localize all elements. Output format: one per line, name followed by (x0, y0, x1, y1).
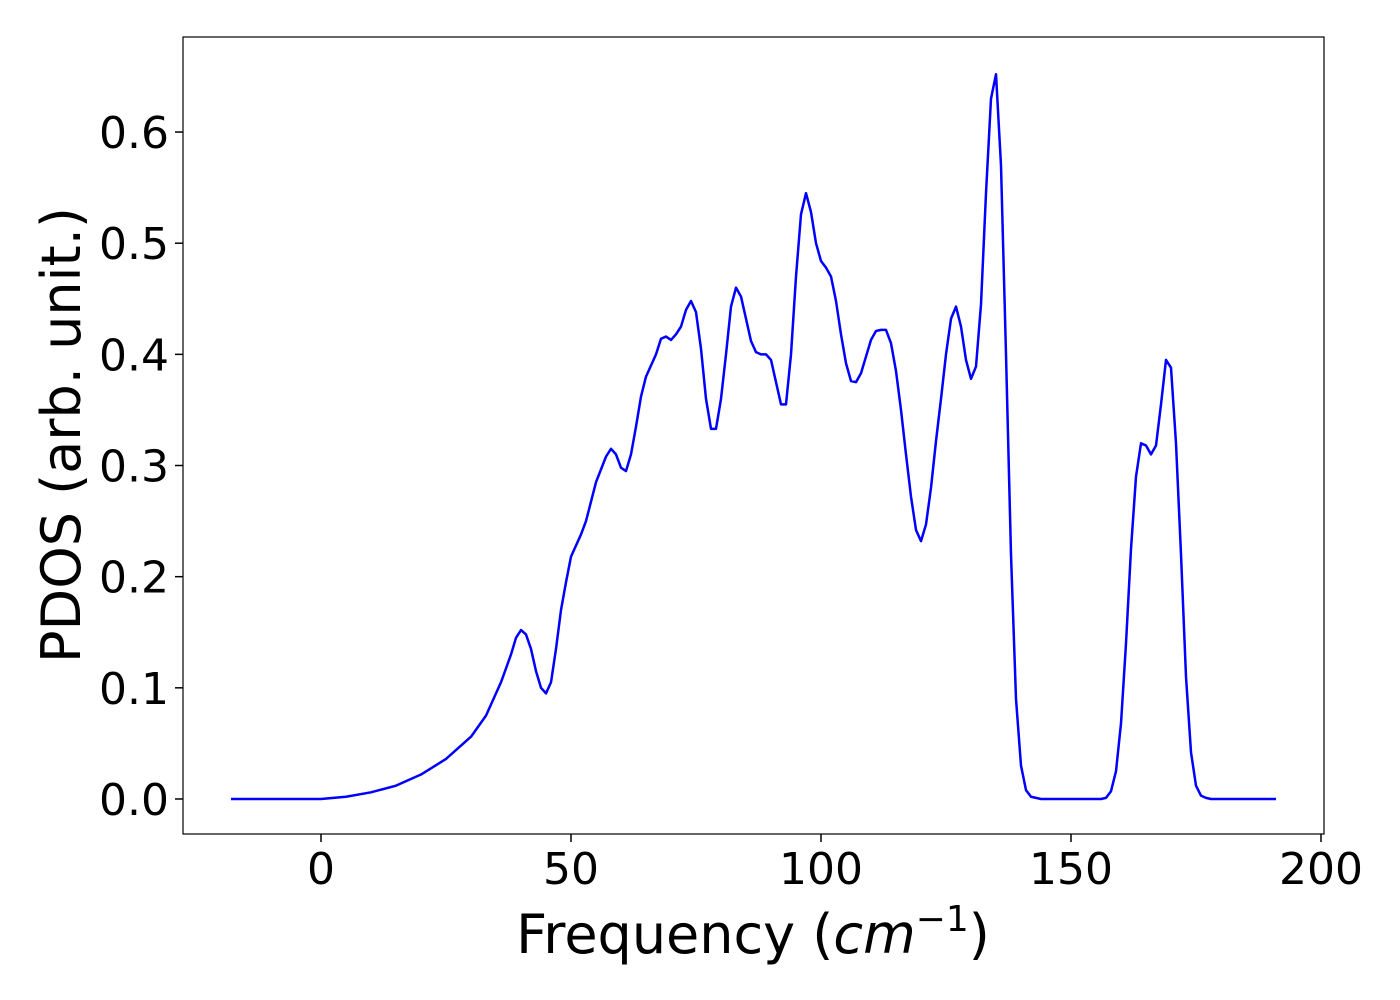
y-tick-label: 0.1 (99, 664, 169, 715)
y-tick-label: 0.3 (99, 442, 169, 493)
x-tick-label: 200 (1279, 844, 1363, 895)
x-tick-label: 100 (779, 844, 863, 895)
y-tick-label: 0.0 (99, 775, 169, 826)
y-tick-label: 0.6 (99, 108, 169, 159)
x-tick-label: 50 (543, 844, 599, 895)
pdos-line (231, 72, 1276, 801)
y-axis-label: PDOS (arb. unit.) (30, 207, 93, 663)
y-tick-label: 0.5 (99, 219, 169, 270)
y-tick-label: 0.2 (99, 553, 169, 604)
y-tick-label: 0.4 (99, 330, 169, 381)
x-axis-label: Frequency (cm−1) (516, 899, 990, 966)
x-tick-label: 0 (307, 844, 335, 895)
plot-frame (182, 36, 1325, 835)
x-tick-label: 150 (1029, 844, 1113, 895)
